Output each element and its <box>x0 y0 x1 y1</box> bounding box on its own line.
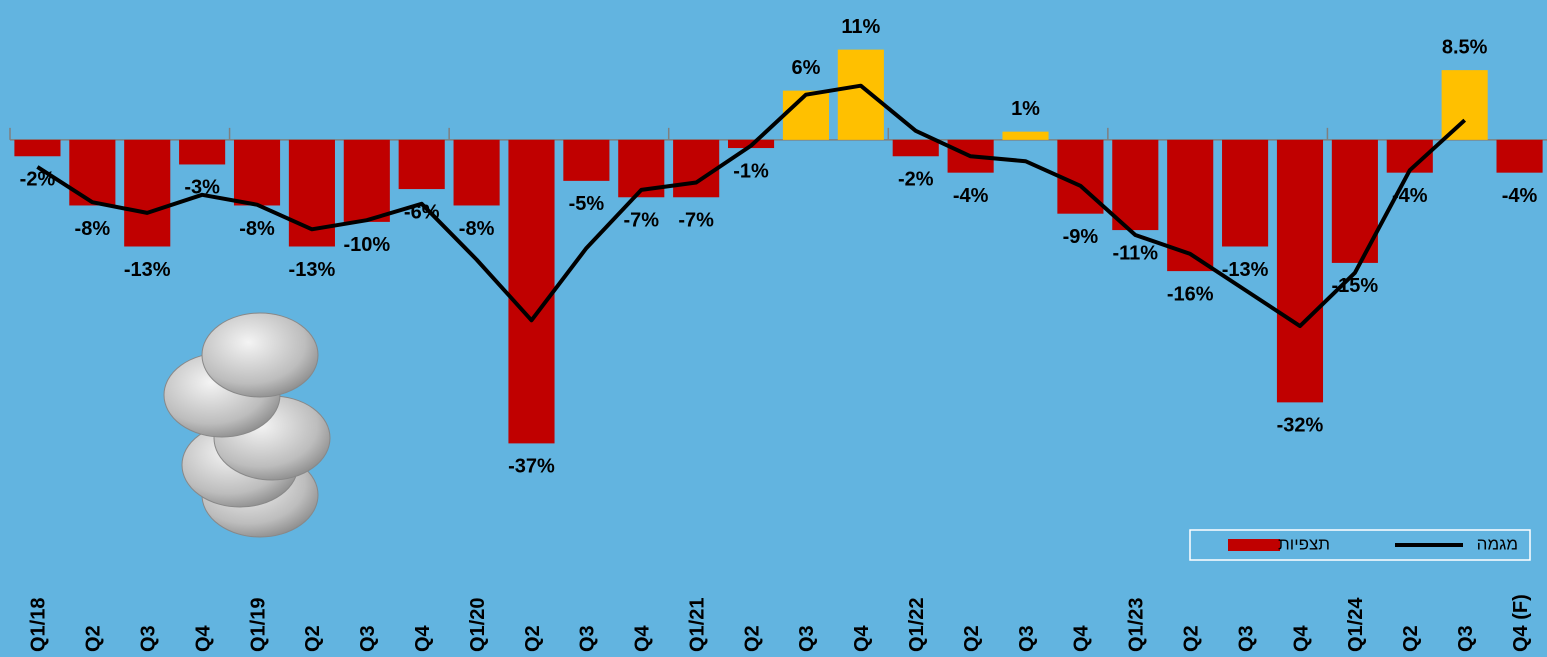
data-label: -13% <box>1222 259 1269 281</box>
bar <box>838 50 884 140</box>
x-tick-label: Q1/23 <box>1126 598 1148 652</box>
data-label: -10% <box>343 234 390 256</box>
data-label: -2% <box>20 169 56 191</box>
x-tick-label: Q3 <box>1455 625 1477 652</box>
bar <box>234 140 280 206</box>
x-tick-label: Q1/18 <box>28 598 50 652</box>
data-label: -9% <box>1063 226 1099 248</box>
data-label: -5% <box>569 193 605 215</box>
x-tick-label: Q4 <box>192 624 214 652</box>
data-label: -2% <box>898 169 934 191</box>
x-tick-label: Q1/19 <box>247 598 269 652</box>
data-label: -8% <box>75 218 111 240</box>
bar <box>1167 140 1213 271</box>
x-tick-label: Q4 <box>1071 624 1093 652</box>
legend-label: מגמה <box>1477 534 1518 553</box>
bar <box>399 140 445 189</box>
x-tick-label: Q4 <box>851 624 873 652</box>
bar <box>893 140 939 156</box>
data-label: -13% <box>289 259 336 281</box>
data-label: -32% <box>1277 415 1324 437</box>
chart: תצפיות מגמה Q1/18 Q2 Q3 Q4 Q1/19 Q2 Q3 Q4 Q1/20 Q2… <box>0 0 1547 657</box>
bar <box>344 140 390 222</box>
bar <box>1442 70 1488 140</box>
x-tick-label: Q2 <box>302 625 324 652</box>
data-label: -7% <box>623 210 659 232</box>
x-tick-label: Q1/24 <box>1345 597 1367 652</box>
x-tick-label: Q1/21 <box>686 598 708 652</box>
x-tick-label: Q4 <box>1290 624 1312 652</box>
data-label: 6% <box>791 57 820 79</box>
legend-label: תצפיות <box>1278 534 1330 553</box>
bar <box>1222 140 1268 247</box>
data-label: -8% <box>459 218 495 240</box>
bar <box>1112 140 1158 230</box>
x-tick-label: Q2 <box>1180 625 1202 652</box>
data-label: -37% <box>508 456 555 478</box>
data-label: -3% <box>184 177 220 199</box>
data-label: 11% <box>841 16 880 38</box>
data-label: -1% <box>733 160 769 182</box>
data-label: -16% <box>1167 283 1214 305</box>
data-label: -8% <box>239 218 275 240</box>
data-label: -4% <box>1502 185 1538 207</box>
bar <box>508 140 554 444</box>
x-tick-label: Q3 <box>796 625 818 652</box>
bar <box>454 140 500 206</box>
bar <box>783 91 829 140</box>
x-tick-label: Q2 <box>961 625 983 652</box>
bar <box>673 140 719 197</box>
x-tick-label: Q2 <box>522 625 544 652</box>
data-label: -13% <box>124 259 171 281</box>
x-tick-label: Q3 <box>1016 625 1038 652</box>
bar <box>1002 132 1048 140</box>
data-label: 8.5% <box>1442 36 1488 58</box>
bar <box>14 140 60 156</box>
data-label: -15% <box>1332 275 1379 297</box>
x-tick-label: Q3 <box>138 625 160 652</box>
x-tick-label: Q2 <box>83 625 105 652</box>
x-tick-label: Q4 <box>412 624 434 652</box>
data-label: -6% <box>404 201 440 223</box>
x-tick-label: Q2 <box>1400 625 1422 652</box>
data-label: -4% <box>953 185 989 207</box>
data-label: -7% <box>678 210 714 232</box>
x-tick-label: Q1/22 <box>906 598 928 652</box>
x-tick-label: Q3 <box>1235 625 1257 652</box>
bar <box>563 140 609 181</box>
x-tick-label: Q1/20 <box>467 598 489 652</box>
x-tick-label: Q2 <box>741 625 763 652</box>
bar <box>179 140 225 165</box>
legend-swatch <box>1228 539 1280 551</box>
data-label: 1% <box>1011 98 1040 120</box>
data-label: -4% <box>1392 185 1428 207</box>
x-tick-label: Q3 <box>577 625 599 652</box>
x-tick-label: Q3 <box>357 625 379 652</box>
bar <box>1277 140 1323 403</box>
x-tick-label: Q4 (F) <box>1510 594 1532 652</box>
data-label: -11% <box>1113 242 1159 264</box>
bar <box>69 140 115 206</box>
bar <box>124 140 170 247</box>
x-tick-label: Q4 <box>632 624 654 652</box>
bar <box>1496 140 1542 173</box>
